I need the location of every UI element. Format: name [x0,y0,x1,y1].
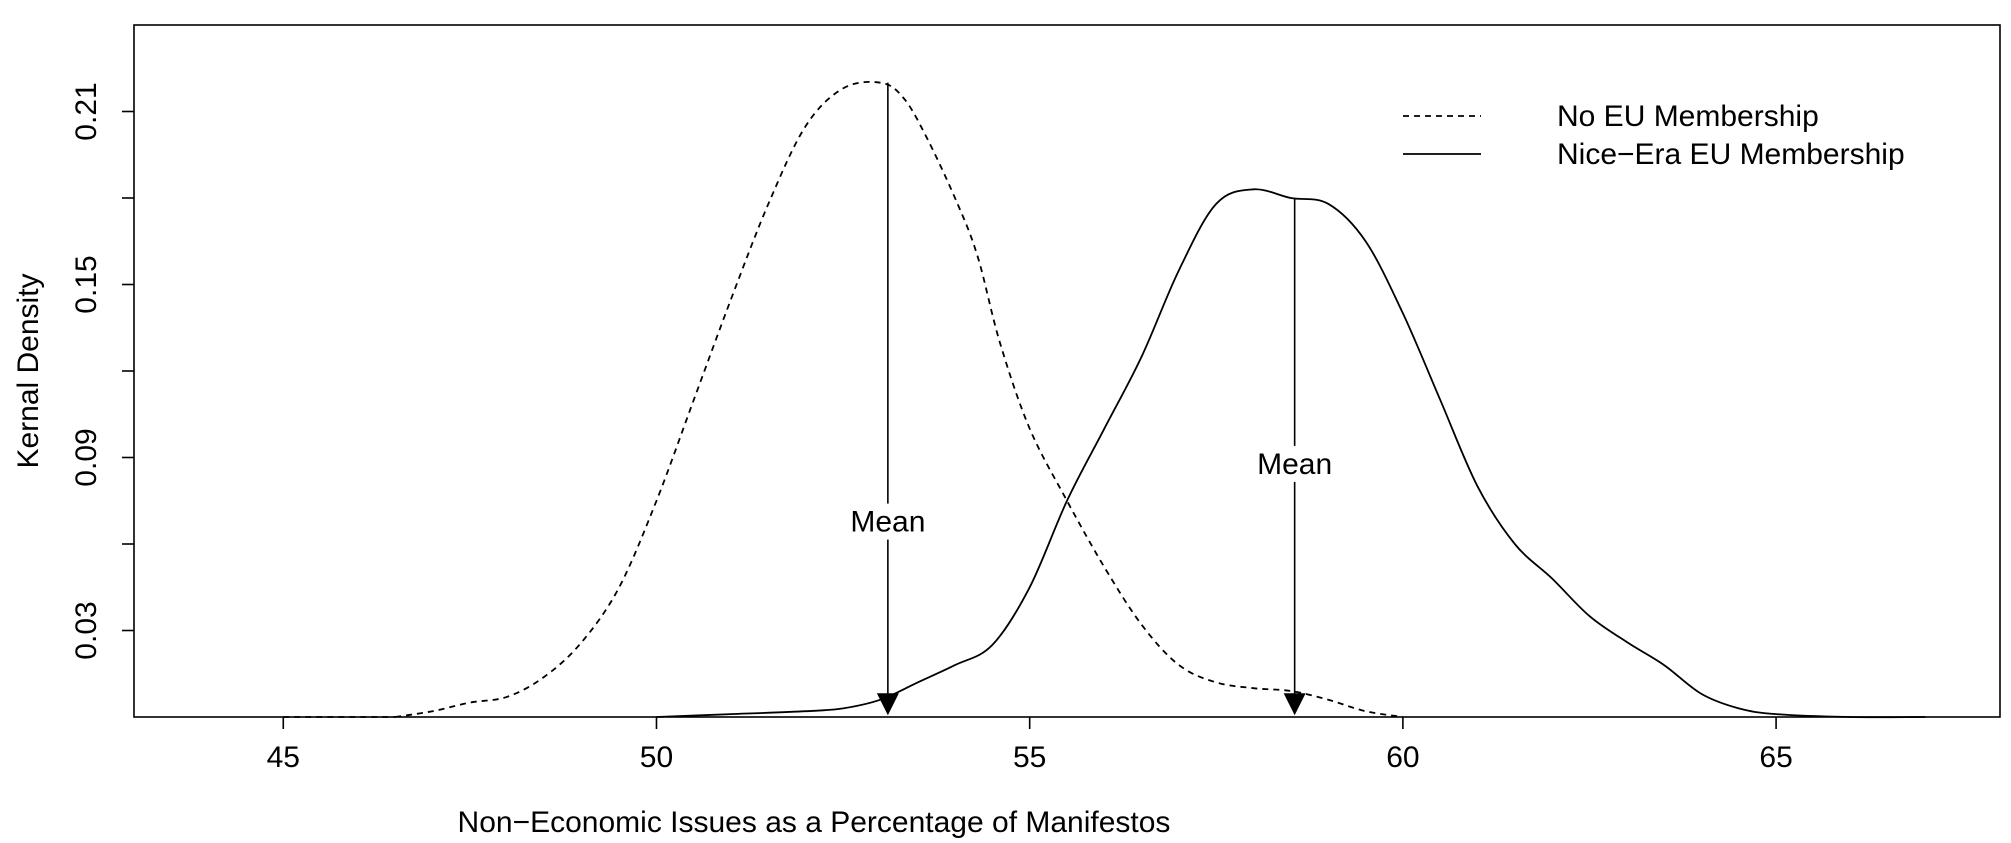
mean-label-1: Mean [1257,448,1332,481]
annotation-layer: Mean Mean [843,82,1339,716]
mean-label-bg-1 [1250,445,1339,482]
legend: No EU Membership Nice−Era EU Membership [1403,100,1905,171]
x-tick-label-55: 55 [1013,741,1046,774]
y-tick-label-0.15: 0.15 [70,255,103,313]
y-tick-label-0.21: 0.21 [70,82,103,140]
legend-label-0: No EU Membership [1557,100,1819,133]
mean-arrowhead-0 [876,693,899,716]
x-tick-label-50: 50 [640,741,673,774]
series-layer [283,81,1926,719]
x-tick-label-65: 65 [1759,741,1792,774]
y-axis-label: Kernal Density [12,273,45,468]
x-axis: 45 50 55 60 65 [267,717,1793,774]
x-tick-label-45: 45 [267,741,300,774]
legend-label-1: Nice−Era EU Membership [1557,138,1905,171]
series-line-0 [395,81,1404,718]
mean-arrowhead-1 [1283,693,1306,716]
y-tick-label-0.09: 0.09 [70,428,103,486]
y-axis: 0.03 0.09 0.15 0.21 [70,82,134,660]
mean-label-bg-0 [843,503,932,540]
mean-label-0: Mean [850,506,925,539]
x-tick-label-60: 60 [1386,741,1419,774]
y-tick-label-0.03: 0.03 [70,601,103,659]
series-line-1 [656,188,1926,719]
x-axis-label: Non−Economic Issues as a Percentage of M… [458,806,1171,839]
